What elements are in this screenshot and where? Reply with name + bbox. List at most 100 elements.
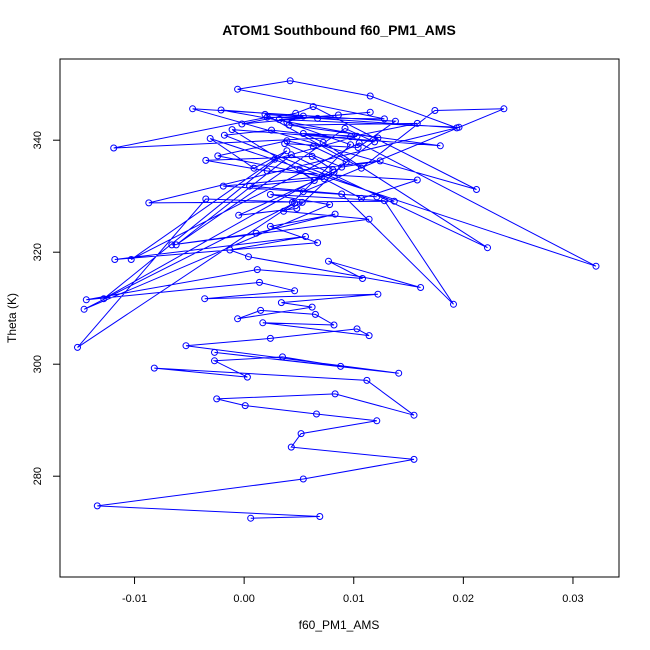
data-point — [500, 105, 508, 113]
data-point — [331, 210, 339, 218]
data-point — [395, 369, 403, 377]
data-point — [365, 332, 373, 340]
data-point — [309, 103, 317, 111]
x-tick-label: 0.03 — [562, 593, 583, 605]
data-point — [308, 303, 316, 311]
data-point — [257, 306, 265, 314]
data-point — [302, 233, 309, 240]
data-point — [246, 182, 254, 190]
data-point — [127, 256, 135, 263]
data-point — [299, 188, 307, 196]
data-point — [450, 300, 457, 308]
data-point — [331, 390, 339, 398]
chart-title: ATOM1 Southbound f60_PM1_AMS — [222, 22, 456, 38]
data-point — [380, 115, 388, 123]
data-point — [241, 402, 249, 410]
data-point — [592, 262, 600, 270]
data-point — [182, 342, 190, 350]
data-point — [431, 107, 439, 114]
data-point — [353, 132, 361, 140]
data-point — [347, 133, 354, 141]
data-point — [374, 290, 382, 298]
data-point — [283, 118, 291, 126]
data-point — [354, 144, 362, 151]
x-tick-label: 0.01 — [343, 593, 364, 605]
data-point — [226, 246, 234, 254]
data-point — [325, 257, 332, 265]
data-point — [366, 92, 374, 100]
data-point — [111, 256, 119, 263]
data-point — [341, 124, 349, 132]
data-point — [334, 111, 342, 119]
data-point — [326, 201, 334, 209]
data-point — [275, 116, 283, 123]
data-point — [311, 310, 319, 318]
data-point — [220, 131, 228, 139]
data-point — [201, 295, 209, 303]
data-point — [376, 157, 384, 165]
data-point — [359, 275, 366, 282]
data-point — [342, 158, 350, 166]
data-point — [299, 130, 307, 137]
data-point — [338, 163, 346, 171]
data-point — [286, 77, 294, 85]
y-tick-label: 320 — [32, 243, 44, 261]
data-point — [235, 211, 243, 219]
data-point — [357, 164, 365, 172]
data-point — [299, 112, 307, 120]
data-point — [238, 120, 246, 128]
data-point — [330, 168, 338, 176]
data-point — [259, 319, 267, 327]
data-point — [202, 156, 210, 164]
data-point — [213, 395, 221, 403]
data-point — [293, 205, 301, 212]
data-point — [93, 502, 101, 510]
data-point — [310, 177, 318, 184]
data-point — [391, 117, 399, 125]
data-point — [243, 373, 251, 381]
data-point — [145, 199, 153, 207]
data-point — [234, 315, 242, 323]
data-point — [314, 114, 322, 122]
data-point — [283, 137, 291, 145]
data-point — [417, 284, 425, 291]
plot-frame — [59, 58, 620, 578]
data-point — [266, 222, 274, 230]
data-point — [319, 138, 327, 146]
data-point — [261, 110, 269, 118]
data-point — [338, 190, 346, 198]
data-point — [353, 325, 361, 333]
data-point — [206, 135, 214, 142]
data-point — [253, 266, 261, 274]
data-point — [150, 364, 158, 372]
data-point — [373, 193, 381, 201]
data-point — [168, 241, 176, 249]
y-axis: 280 300 320 340 — [32, 131, 60, 485]
data-point — [228, 126, 236, 134]
data-point — [299, 475, 307, 483]
x-tick-label: 0.00 — [233, 593, 254, 605]
data-point — [74, 343, 81, 351]
data-point — [380, 197, 388, 205]
data-point — [473, 186, 480, 193]
data-point — [280, 207, 288, 215]
data-point — [296, 166, 304, 174]
data-point — [309, 142, 317, 150]
y-tick-label: 340 — [32, 131, 44, 149]
data-point — [211, 357, 218, 365]
data-point — [245, 253, 252, 261]
data-point — [263, 167, 271, 175]
data-point — [292, 109, 300, 117]
data-point — [366, 108, 374, 116]
x-tick-label: 0.02 — [453, 593, 474, 605]
data-point — [287, 151, 295, 159]
series-line — [77, 80, 597, 519]
data-point — [234, 85, 242, 93]
data-point — [288, 198, 296, 206]
data-point — [291, 287, 299, 295]
data-point — [214, 152, 222, 160]
data-point — [110, 144, 118, 152]
data-point — [410, 455, 418, 463]
data-point — [268, 126, 275, 134]
